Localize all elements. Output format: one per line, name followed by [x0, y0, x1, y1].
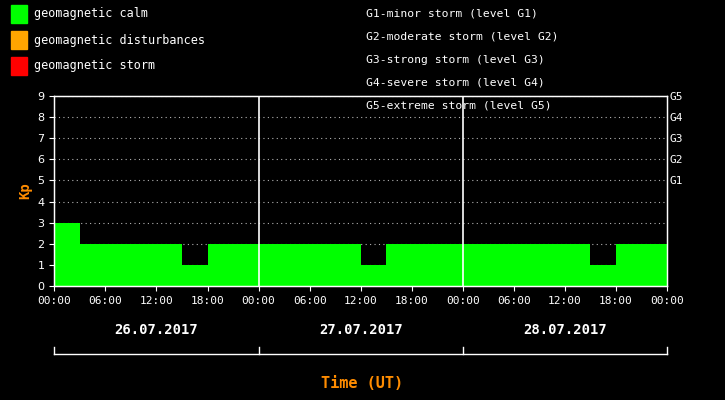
Bar — [642, 244, 667, 286]
Bar — [335, 244, 360, 286]
Text: G1-minor storm (level G1): G1-minor storm (level G1) — [366, 9, 538, 19]
Bar — [616, 244, 642, 286]
Text: G4-severe storm (level G4): G4-severe storm (level G4) — [366, 78, 545, 88]
Bar — [539, 244, 565, 286]
Bar — [360, 265, 386, 286]
Bar — [514, 244, 539, 286]
Text: G2-moderate storm (level G2): G2-moderate storm (level G2) — [366, 32, 559, 42]
Bar — [207, 244, 233, 286]
Bar — [105, 244, 131, 286]
Text: geomagnetic disturbances: geomagnetic disturbances — [34, 34, 205, 46]
Bar — [412, 244, 437, 286]
Bar — [310, 244, 335, 286]
Bar — [54, 223, 80, 286]
Bar — [233, 244, 259, 286]
Bar — [463, 244, 489, 286]
Y-axis label: Kp: Kp — [18, 183, 32, 199]
Bar — [489, 244, 514, 286]
Text: 27.07.2017: 27.07.2017 — [319, 323, 402, 337]
Text: G5-extreme storm (level G5): G5-extreme storm (level G5) — [366, 100, 552, 110]
Bar — [565, 244, 590, 286]
Text: geomagnetic calm: geomagnetic calm — [34, 8, 148, 20]
Bar — [284, 244, 310, 286]
Bar — [437, 244, 463, 286]
Bar — [131, 244, 157, 286]
Bar — [182, 265, 207, 286]
Bar — [386, 244, 412, 286]
Text: 28.07.2017: 28.07.2017 — [523, 323, 607, 337]
Text: geomagnetic storm: geomagnetic storm — [34, 60, 155, 72]
Bar — [590, 265, 616, 286]
Text: G3-strong storm (level G3): G3-strong storm (level G3) — [366, 55, 545, 65]
Text: 26.07.2017: 26.07.2017 — [115, 323, 199, 337]
Bar — [157, 244, 182, 286]
Text: Time (UT): Time (UT) — [321, 376, 404, 392]
Bar — [80, 244, 105, 286]
Bar — [259, 244, 284, 286]
